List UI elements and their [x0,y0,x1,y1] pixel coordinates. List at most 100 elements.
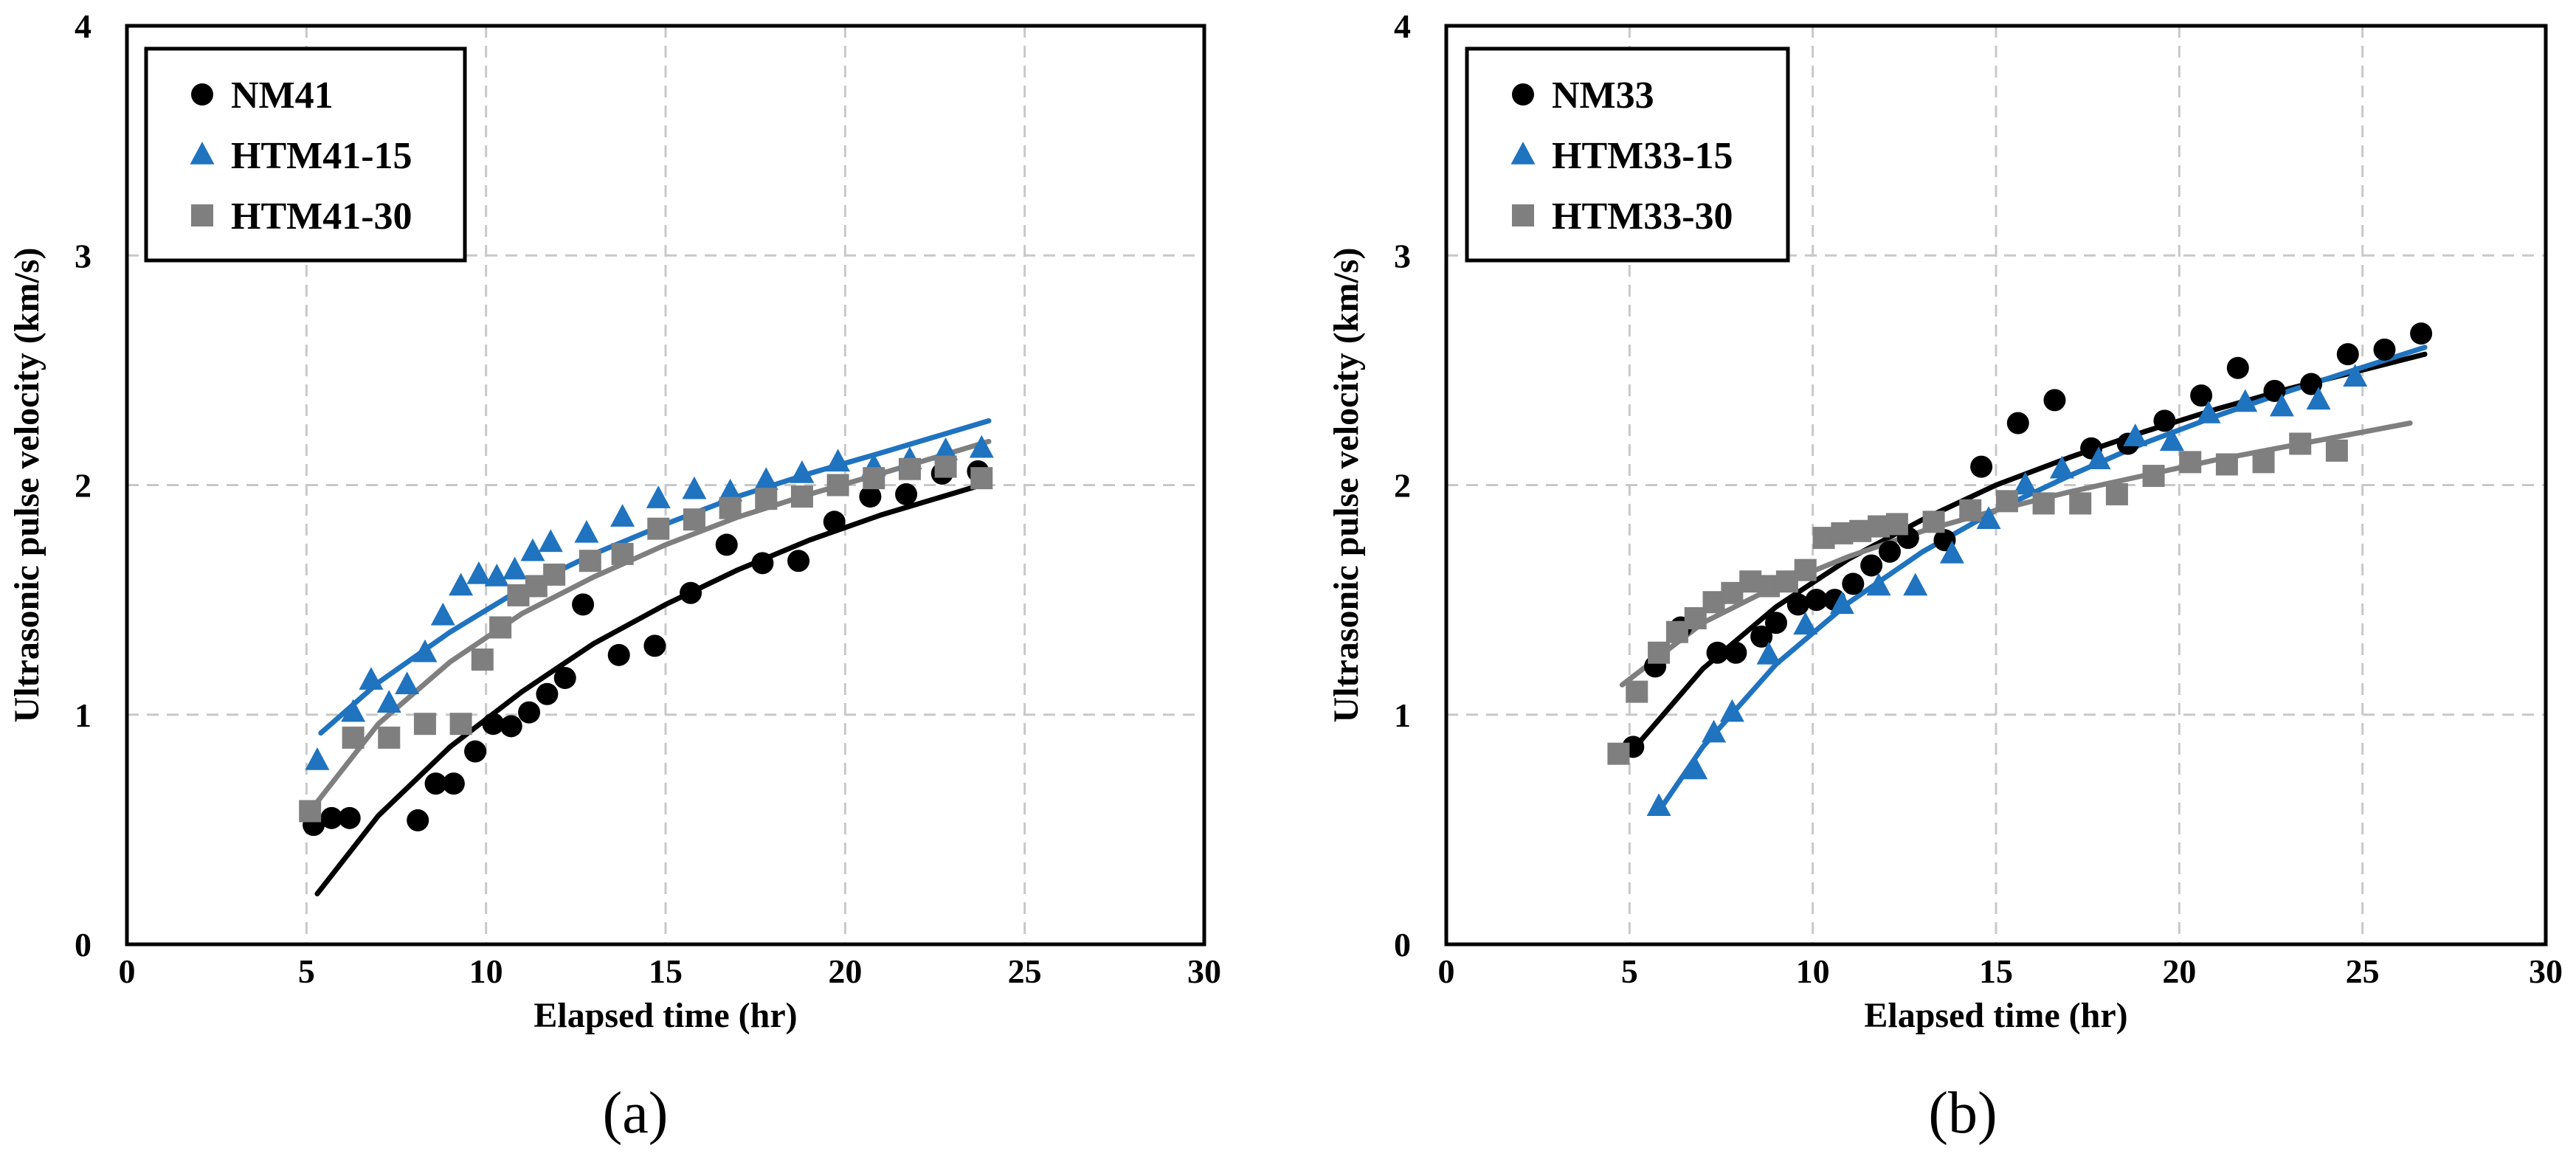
data-point [2043,389,2066,412]
data-point [1959,499,1982,522]
x-tick-label: 5 [1621,952,1638,990]
data-point [536,682,559,705]
series-htm33-15 [1646,364,2368,816]
y-tick-label: 3 [1394,237,1411,274]
data-point [2086,446,2111,470]
data-point [2300,373,2323,395]
legend-marker [1510,142,1536,165]
x-tick-label: 30 [2529,952,2563,990]
y-tick-label: 3 [75,237,91,274]
data-point [1878,540,1901,563]
data-point [359,667,384,690]
data-point [299,800,322,823]
data-point [826,449,851,472]
y-tick-label: 0 [75,926,91,963]
data-point [1860,554,1883,577]
data-point [430,602,455,626]
data-point [2373,338,2396,361]
data-point [466,561,491,584]
y-tick-label: 2 [1394,467,1411,505]
data-point [646,485,671,508]
y-tick-label: 2 [75,467,91,505]
data-point [500,715,522,738]
data-point [1903,572,1928,596]
y-axis-label: Ultrasonic pulse velocity (km/s) [1327,248,1366,723]
data-point [2153,409,2176,432]
x-tick-label: 25 [1008,952,1042,990]
data-point [2032,492,2055,515]
data-point [826,474,849,497]
legend-entry-nm33: NM33 [1512,75,1654,117]
data-point [2252,451,2275,474]
data-point [413,713,436,736]
data-point [933,437,959,460]
data-point [520,538,545,561]
data-point [449,572,474,596]
data-point [553,666,576,689]
x-tick-label: 0 [119,952,136,990]
legend: NM41 HTM41-15 HTM41-30 [144,46,467,263]
x-axis-label: Elapsed time (hr) [1864,996,2127,1035]
data-point [395,671,420,695]
data-point [341,699,366,722]
data-point [611,542,634,565]
legend-marker [191,204,213,226]
data-point [2269,393,2294,417]
data-point [643,634,666,657]
data-point [484,564,509,587]
legend-label: NM33 [1552,75,1654,117]
data-point [2013,471,2038,495]
x-tick-label: 25 [2346,952,2380,990]
legend-marker [191,83,213,105]
data-point [2343,364,2368,387]
plot-frame [125,24,1206,947]
data-point [859,485,882,508]
plot-frame [1444,24,2548,947]
data-point [1805,589,1828,612]
legend-label: HTM33-30 [1552,196,1733,238]
x-tick-label: 30 [1187,952,1221,990]
data-point [1866,572,1891,596]
fit-curve-nm41 [314,480,992,896]
data-point [970,467,993,490]
data-point [863,467,885,490]
data-point [1794,558,1817,581]
legend-entry-htm33-30: HTM33-30 [1512,196,1733,238]
legend-entry-htm41-30: HTM41-30 [191,196,412,238]
data-point [572,593,595,616]
data-point [1765,612,1787,634]
data-point [338,806,361,829]
x-tick-label: 10 [1796,952,1830,990]
data-point [1995,490,2018,513]
data-point [1793,612,1818,635]
data-point [342,726,365,749]
data-point [718,478,743,502]
data-point [1607,742,1630,765]
series-nm41 [303,460,990,837]
data-point [2306,387,2331,410]
data-point [753,467,778,491]
data-point [442,772,465,795]
y-axis-label: Ultrasonic pulse velocity (km/s) [7,248,46,723]
data-point [2069,492,2092,515]
data-point [320,806,343,829]
data-point [610,504,635,527]
data-point [1706,641,1729,664]
data-point [579,550,601,572]
legend-entry-nm41: NM41 [191,75,334,117]
data-point [751,552,774,575]
series-nm33 [1622,322,2433,758]
series-htm41-30 [299,455,993,823]
data-point [482,713,505,736]
data-point [790,460,815,483]
legend: NM33 HTM33-15 HTM33-30 [1465,46,1790,263]
data-point [1646,793,1671,816]
data-point [2105,482,2128,505]
data-point [2159,428,2184,452]
y-tick-label: 1 [75,696,91,734]
data-point [969,435,994,458]
legend-label: HTM41-15 [231,135,412,177]
data-point [1885,513,1908,536]
data-point [1922,511,1945,533]
data-point [680,581,702,604]
